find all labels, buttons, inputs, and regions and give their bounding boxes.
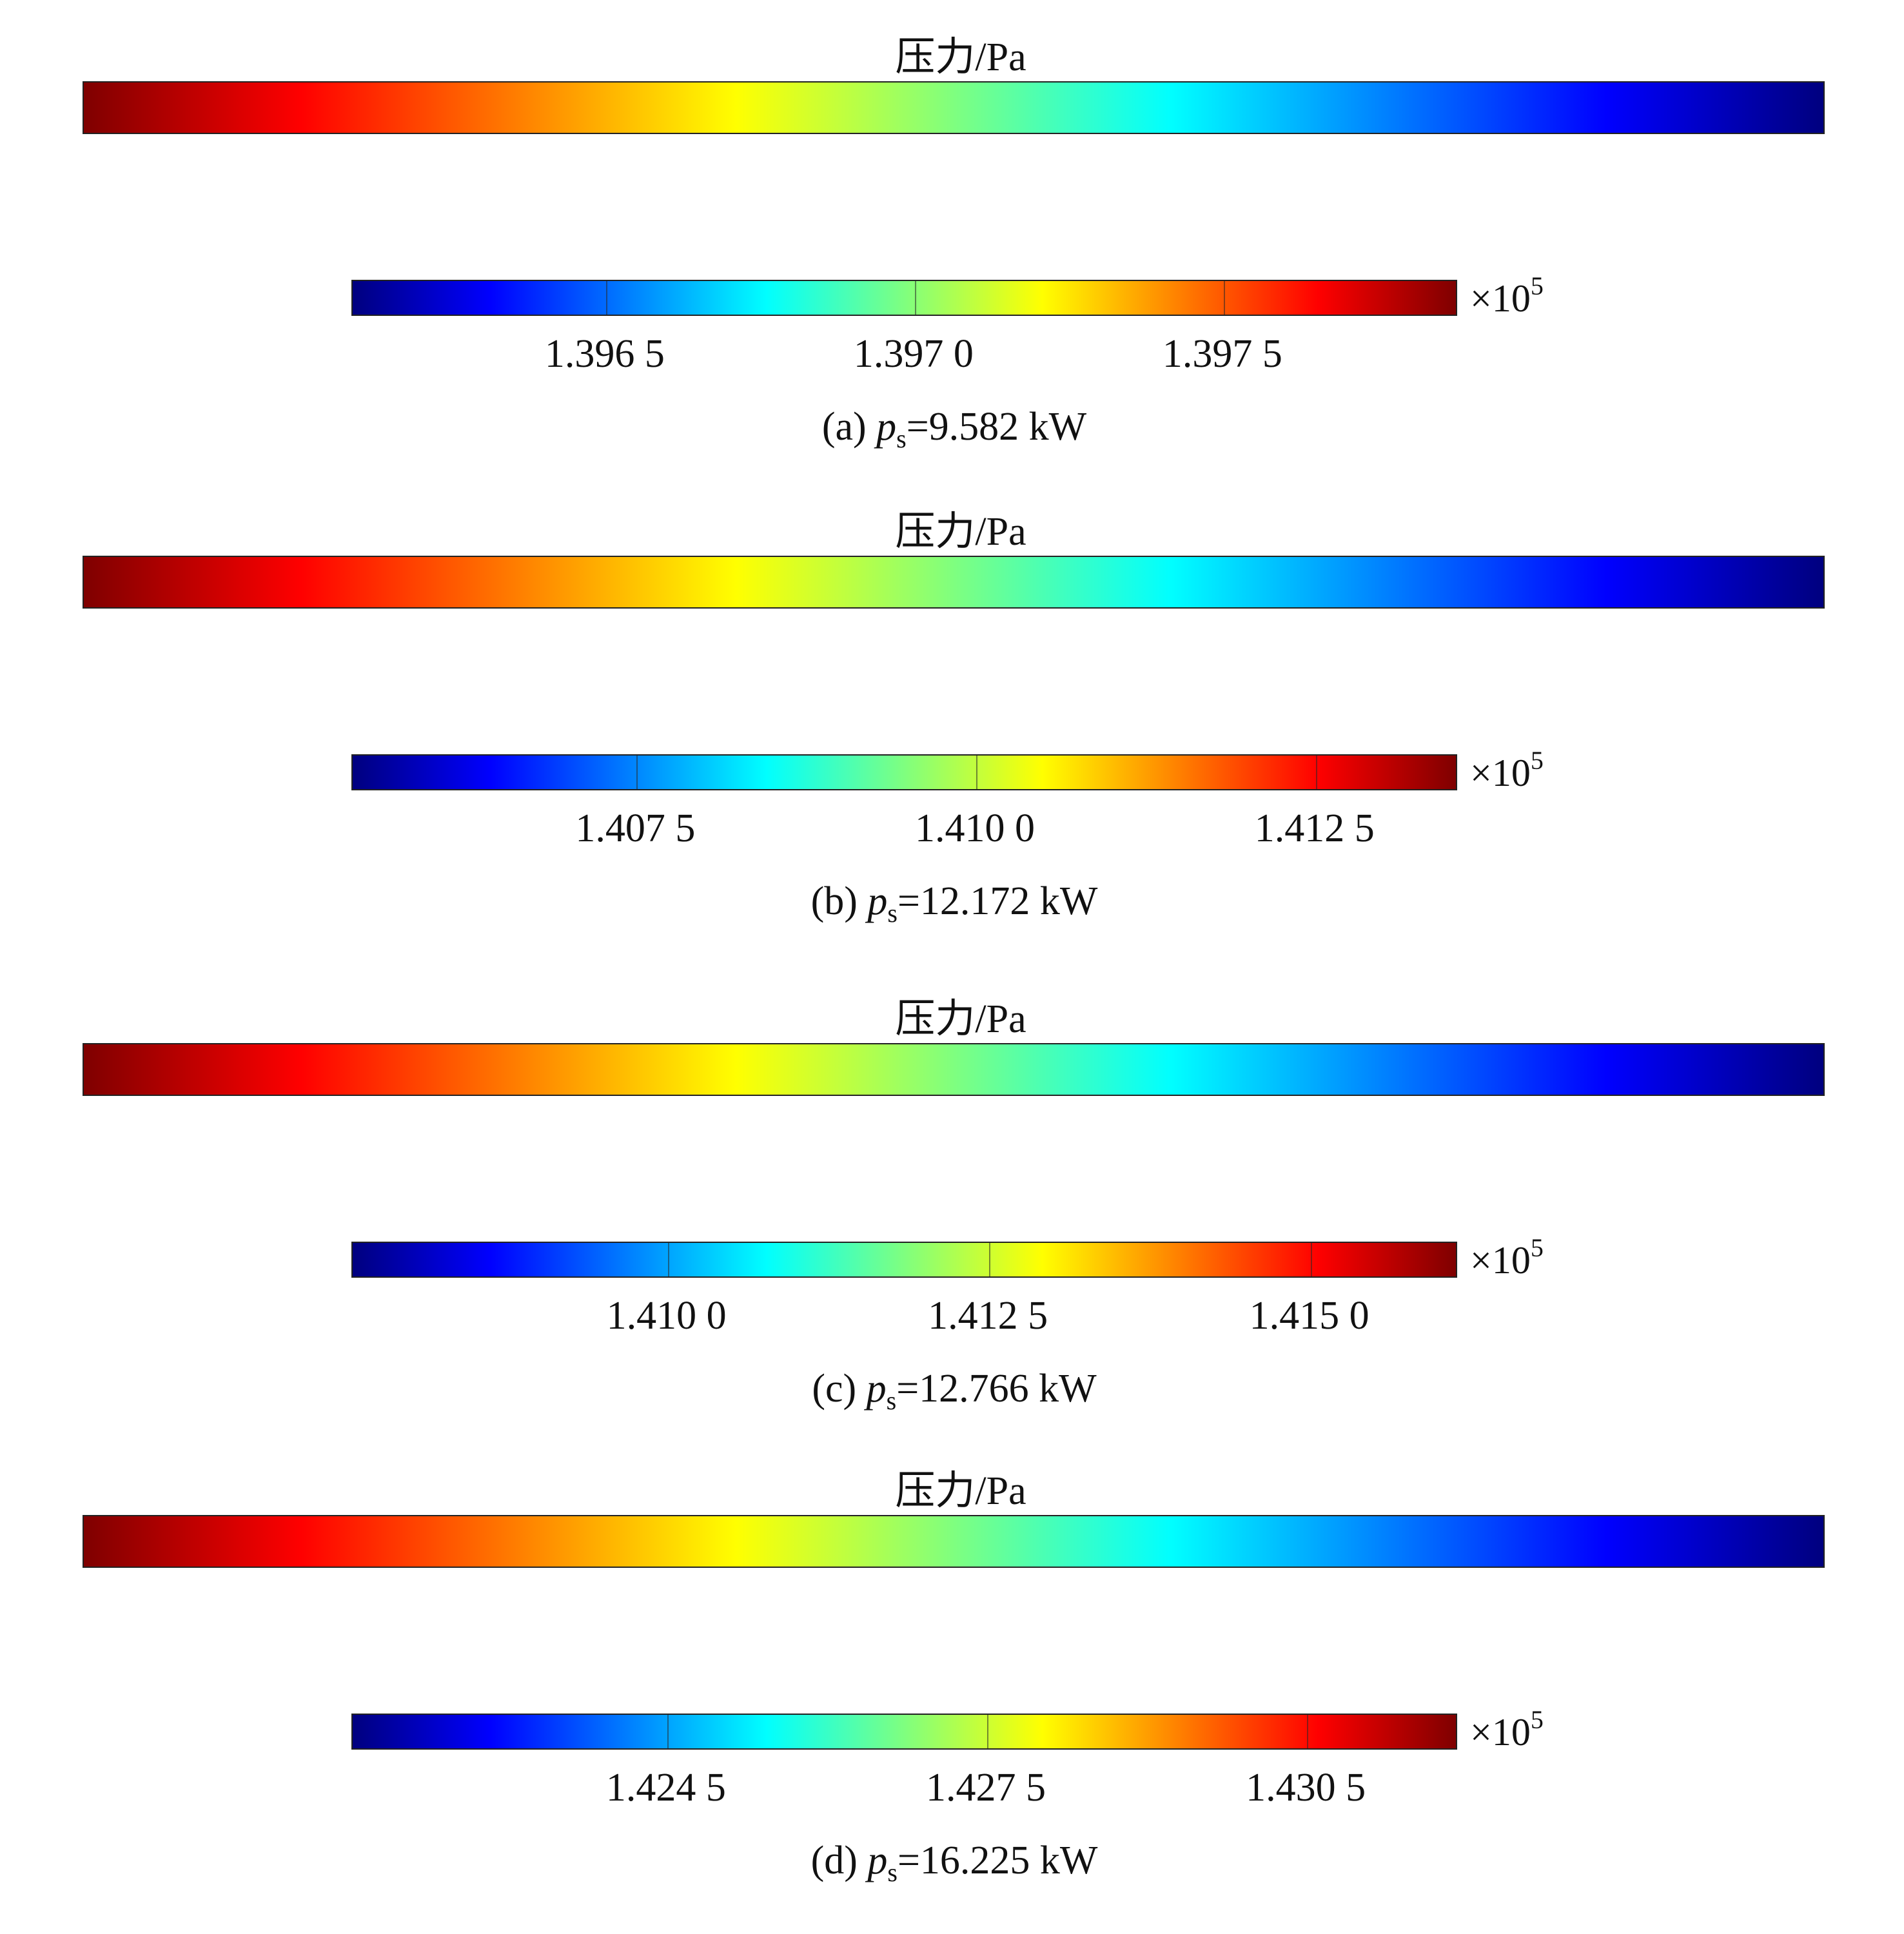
caption-prefix: (a): [821, 405, 877, 449]
colorbar-tick-label: 1.412 5: [1254, 806, 1375, 850]
panel-caption: (a) ps=9.582 kW: [761, 404, 1148, 453]
colorbar-tick-label: 1.410 0: [606, 1294, 727, 1338]
colorbar-tick: [989, 1243, 991, 1276]
pressure-panel: 压力/Pa 1.396 5 1.397 0 1.397 5 ×105 (a) ps=9.5…: [0, 23, 1904, 500]
colorbar-tick-label: 1.397 0: [853, 332, 974, 376]
multiplier-base: ×10: [1470, 752, 1531, 794]
multiplier-exponent: 5: [1530, 271, 1544, 300]
multiplier-exponent: 5: [1530, 746, 1544, 775]
colorbar-tick-label: 1.407 5: [575, 806, 696, 850]
colorbar-tick: [1223, 281, 1225, 315]
multiplier-exponent: 5: [1530, 1705, 1544, 1734]
colorbar-tick: [1315, 756, 1317, 789]
colorbar-tick: [636, 756, 638, 789]
colorbar-multiplier: ×105: [1470, 1235, 1544, 1283]
pressure-panel: 压力/Pa 1.407 5 1.410 0 1.412 5 ×105 (b) ps=12.…: [0, 498, 1904, 975]
colorbar-tick: [1310, 1243, 1312, 1276]
colorbar-tick: [667, 1243, 669, 1276]
panel-caption: (b) ps=12.172 kW: [761, 878, 1148, 926]
colorbar-tick: [976, 756, 978, 789]
multiplier-base: ×10: [1470, 1711, 1531, 1753]
caption-value: =16.225 kW: [897, 1839, 1098, 1882]
panel-title: 压力/Pa: [895, 35, 1026, 79]
caption-subscript: s: [896, 424, 907, 453]
pressure-field-bar: [83, 1043, 1825, 1096]
colorbar-multiplier: ×105: [1470, 273, 1544, 321]
pressure-field-bar: [83, 81, 1825, 134]
colorbar-tick: [667, 1715, 669, 1748]
colorbar-tick-label: 1.410 0: [915, 806, 1035, 850]
caption-subscript: s: [886, 1386, 897, 1415]
panel-title: 压力/Pa: [895, 510, 1026, 554]
multiplier-base: ×10: [1470, 277, 1531, 320]
colorbar: [351, 1714, 1457, 1750]
colorbar-tick-label: 1.412 5: [928, 1294, 1048, 1338]
colorbar-multiplier: ×105: [1470, 1707, 1544, 1755]
colorbar-tick-label: 1.424 5: [605, 1766, 726, 1810]
caption-variable: p: [866, 1367, 887, 1411]
colorbar-tick-label: 1.427 5: [926, 1766, 1046, 1810]
colorbar-tick: [987, 1715, 989, 1748]
colorbar-tick: [605, 281, 607, 315]
colorbar: [351, 754, 1457, 790]
colorbar-tick-label: 1.430 5: [1246, 1766, 1366, 1810]
colorbar-tick-label: 1.396 5: [544, 332, 665, 376]
multiplier-exponent: 5: [1530, 1233, 1544, 1262]
colorbar: [351, 280, 1457, 316]
colorbar-multiplier: ×105: [1470, 748, 1544, 796]
pressure-panel: 压力/Pa 1.410 0 1.412 5 1.415 0 ×105 (c) ps=12.…: [0, 985, 1904, 1462]
colorbar-tick-label: 1.397 5: [1162, 332, 1282, 376]
caption-prefix: (b): [810, 879, 868, 923]
caption-variable: p: [867, 1839, 888, 1882]
colorbar: [351, 1242, 1457, 1278]
caption-value: =12.172 kW: [897, 879, 1098, 923]
pressure-panel: 压力/Pa 1.424 5 1.427 5 1.430 5 ×105 (d) ps=16.…: [0, 1457, 1904, 1934]
multiplier-base: ×10: [1470, 1239, 1531, 1282]
panel-title: 压力/Pa: [895, 997, 1026, 1041]
panel-caption: (d) ps=16.225 kW: [761, 1837, 1148, 1887]
colorbar-tick: [1307, 1715, 1309, 1748]
colorbar-tick: [914, 281, 916, 315]
caption-variable: p: [867, 879, 888, 923]
caption-prefix: (d): [810, 1839, 868, 1882]
caption-subscript: s: [887, 899, 898, 928]
colorbar-tick-label: 1.415 0: [1249, 1294, 1369, 1338]
caption-value: =9.582 kW: [906, 405, 1087, 449]
panel-caption: (c) ps=12.766 kW: [761, 1365, 1148, 1415]
pressure-field-bar: [83, 556, 1825, 609]
caption-subscript: s: [887, 1858, 898, 1887]
panel-title: 压力/Pa: [895, 1469, 1026, 1513]
pressure-field-bar: [83, 1515, 1825, 1568]
caption-prefix: (c): [812, 1367, 867, 1411]
caption-variable: p: [876, 405, 897, 449]
caption-value: =12.766 kW: [896, 1367, 1097, 1411]
